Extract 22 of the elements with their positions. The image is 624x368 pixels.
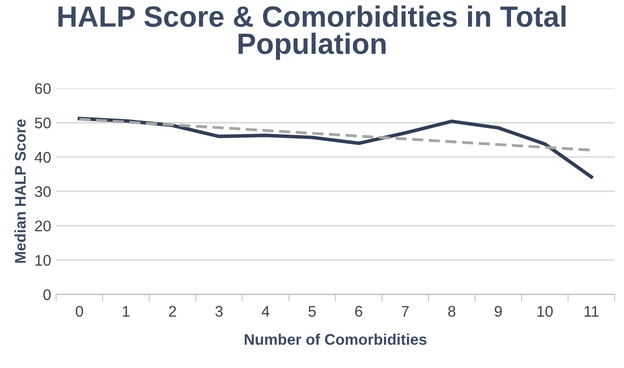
- x-tick-label: 6: [355, 306, 362, 317]
- x-tick-label: 0: [76, 306, 84, 317]
- x-tick-label: 3: [215, 306, 223, 317]
- y-tick-label: 10: [35, 254, 51, 266]
- x-tick-label: 5: [308, 306, 316, 317]
- x-tick-label: 4: [262, 306, 270, 317]
- x-tick-label: 2: [169, 306, 176, 317]
- x-tick-label: 1: [122, 306, 130, 317]
- y-tick-label: 0: [43, 289, 51, 300]
- y-tick-label: 60: [35, 83, 51, 94]
- x-tick-label: 11: [584, 306, 599, 317]
- y-tick-label: 40: [34, 152, 51, 163]
- x-tick-label: 7: [402, 306, 409, 317]
- x-tick-label: 8: [448, 306, 456, 317]
- x-tick-label: 9: [494, 306, 502, 317]
- y-tick-label: 20: [35, 220, 51, 232]
- x-tick-label: 10: [538, 306, 553, 317]
- x-axis-title: Number of Comorbidities: [244, 334, 426, 345]
- y-axis-title: Median HALP Score: [14, 119, 26, 263]
- y-tick-label: 50: [34, 118, 51, 128]
- y-tick-label: 30: [34, 186, 51, 198]
- chart-title: HALP Score & Comorbidities in Total Population: [58, 6, 566, 60]
